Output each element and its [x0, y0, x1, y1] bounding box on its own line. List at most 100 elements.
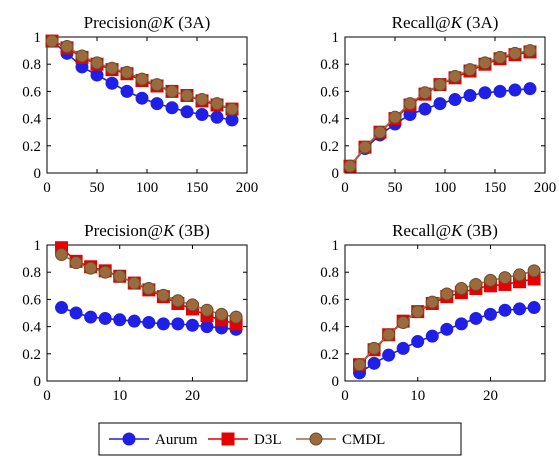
- x-tick-label: 10: [410, 388, 425, 404]
- x-tick-label: 150: [186, 180, 209, 196]
- data-point-cmdl: [425, 295, 439, 309]
- data-point-aurum: [195, 108, 209, 122]
- chart-title-precision-3b: Precision@K (3B): [84, 221, 210, 240]
- data-point-aurum: [433, 97, 447, 111]
- y-tick-label: 0: [34, 166, 42, 182]
- data-point-cmdl: [382, 328, 396, 342]
- y-tick-label: 1: [332, 238, 340, 254]
- data-point-cmdl: [478, 56, 492, 70]
- data-point-cmdl: [411, 305, 425, 319]
- series-cmdl: [343, 44, 537, 173]
- x-tick-label: 10: [112, 388, 127, 404]
- data-point-cmdl: [463, 63, 477, 77]
- data-point-cmdl: [55, 248, 69, 262]
- data-point-aurum: [105, 76, 119, 90]
- data-point-aurum: [478, 86, 492, 100]
- data-point-cmdl: [454, 282, 468, 296]
- data-point-aurum: [367, 356, 381, 370]
- x-tick-label: 100: [136, 180, 159, 196]
- data-point-aurum: [418, 102, 432, 116]
- y-tick-label: 0.6: [22, 84, 41, 100]
- data-point-aurum: [135, 91, 149, 105]
- data-point-aurum: [55, 301, 69, 315]
- data-point-aurum: [498, 303, 512, 317]
- data-point-aurum: [411, 335, 425, 349]
- y-tick-label: 0.2: [320, 139, 339, 155]
- data-point-cmdl: [367, 341, 381, 355]
- x-tick-label: 0: [341, 388, 349, 404]
- data-point-aurum: [483, 307, 497, 321]
- data-point-cmdl: [120, 65, 134, 79]
- x-tick-label: 0: [341, 180, 349, 196]
- x-tick-label: 20: [185, 388, 200, 404]
- data-point-cmdl: [493, 50, 507, 64]
- legend-item-d3l: D3L: [208, 432, 282, 448]
- legend-box: [98, 422, 462, 456]
- data-point-cmdl: [229, 310, 243, 324]
- data-point-aurum: [523, 82, 537, 96]
- x-tick-label: 0: [43, 388, 51, 404]
- data-point-cmdl: [185, 298, 199, 312]
- data-point-cmdl: [513, 268, 527, 282]
- data-point-aurum: [200, 320, 214, 334]
- data-point-aurum: [513, 302, 527, 316]
- x-tick-label: 50: [90, 180, 105, 196]
- data-point-cmdl: [396, 316, 410, 330]
- legend-marker-d3l: [221, 432, 235, 446]
- data-point-aurum: [440, 322, 454, 336]
- data-point-cmdl: [84, 261, 98, 275]
- data-point-cmdl: [353, 358, 367, 372]
- y-tick-label: 0.8: [22, 265, 41, 281]
- x-tick-label: 0: [43, 180, 51, 196]
- data-point-aurum: [142, 316, 156, 330]
- x-tick-label: 200: [236, 180, 259, 196]
- data-point-aurum: [448, 93, 462, 107]
- data-point-aurum: [69, 306, 83, 320]
- data-point-cmdl: [483, 273, 497, 287]
- data-point-aurum: [127, 314, 141, 328]
- legend-label-d3l: D3L: [254, 432, 282, 448]
- data-point-aurum: [180, 105, 194, 119]
- y-tick-label: 0.8: [320, 57, 339, 73]
- data-point-cmdl: [171, 294, 185, 308]
- data-point-cmdl: [75, 49, 89, 63]
- y-tick-label: 0: [332, 166, 340, 182]
- panel-precision-3a: Precision@K (3A) 0 0.2 0.4 0.6 0.8 1 0 50 100 150 2…: [22, 13, 258, 196]
- x-tick-label: 200: [534, 180, 557, 196]
- legend-label-aurum: Aurum: [155, 432, 198, 448]
- y-tick-label: 0: [34, 374, 42, 390]
- data-point-cmdl: [69, 256, 83, 270]
- y-tick-label: 0.4: [320, 112, 339, 128]
- y-tick-label: 0.4: [320, 320, 339, 336]
- data-point-cmdl: [135, 72, 149, 86]
- data-point-cmdl: [165, 84, 179, 98]
- data-point-cmdl: [527, 264, 541, 278]
- y-tick-label: 0.8: [320, 265, 339, 281]
- series-cmdl: [45, 34, 239, 116]
- y-tick-label: 0.2: [320, 347, 339, 363]
- data-point-cmdl: [388, 110, 402, 124]
- data-point-cmdl: [195, 93, 209, 107]
- data-point-cmdl: [156, 288, 170, 302]
- data-point-cmdl: [180, 88, 194, 102]
- data-point-cmdl: [45, 34, 59, 48]
- x-tick-label: 150: [484, 180, 507, 196]
- data-point-cmdl: [358, 140, 372, 154]
- data-point-aurum: [171, 317, 185, 331]
- chart-title-recall-3a: Recall@K (3A): [392, 13, 499, 32]
- data-point-aurum: [527, 301, 541, 315]
- data-point-cmdl: [150, 78, 164, 92]
- data-point-aurum: [396, 341, 410, 355]
- data-point-cmdl: [127, 276, 141, 290]
- data-point-aurum: [463, 88, 477, 102]
- series-cmdl: [353, 264, 541, 372]
- data-point-cmdl: [448, 69, 462, 83]
- data-point-cmdl: [498, 271, 512, 285]
- data-point-aurum: [150, 97, 164, 111]
- data-point-aurum: [156, 317, 170, 331]
- data-point-cmdl: [403, 97, 417, 111]
- data-point-cmdl: [343, 159, 357, 173]
- data-point-aurum: [84, 310, 98, 324]
- data-point-cmdl: [60, 40, 74, 54]
